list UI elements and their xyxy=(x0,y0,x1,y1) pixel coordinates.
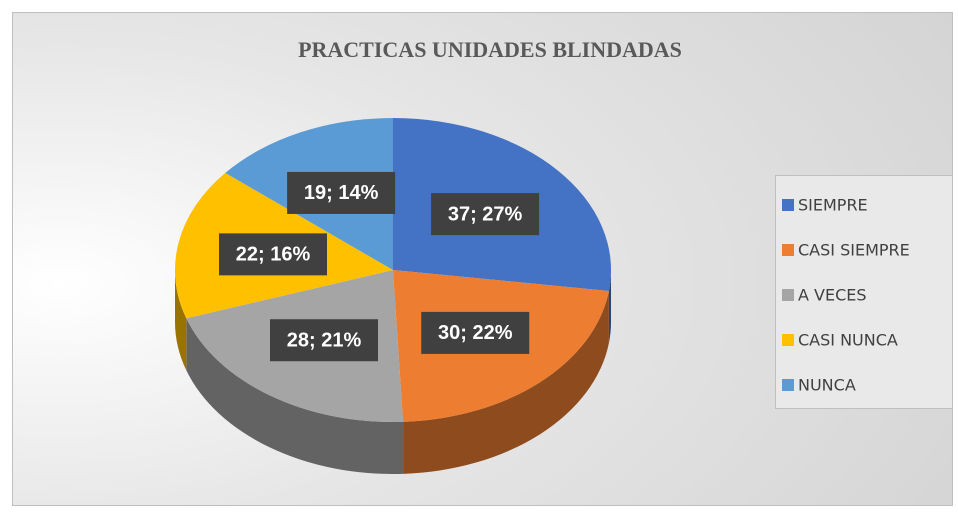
data-label: 28; 21% xyxy=(287,330,362,352)
chart-title: PRACTICAS UNIDADES BLINDADAS xyxy=(298,37,682,62)
pie-side xyxy=(186,318,404,474)
legend-label: SIEMPRE xyxy=(798,196,868,215)
data-label-box xyxy=(218,233,327,276)
pie-side xyxy=(175,270,187,371)
data-label-box xyxy=(287,171,396,214)
legend-label: NUNCA xyxy=(798,376,856,395)
data-label: 37; 27% xyxy=(448,203,523,225)
legend-swatch xyxy=(782,379,794,391)
data-label: 30; 22% xyxy=(438,322,513,344)
legend-label: CASI SIEMPRE xyxy=(798,241,910,260)
pie-side xyxy=(608,270,611,343)
legend-box xyxy=(775,175,953,409)
legend-label: CASI NUNCA xyxy=(798,331,898,350)
data-label-box xyxy=(270,319,379,362)
data-label-box xyxy=(431,193,540,236)
legend-swatch xyxy=(782,199,794,211)
pie-side xyxy=(403,290,609,474)
data-label-box xyxy=(421,311,530,354)
data-label: 19; 14% xyxy=(304,182,379,204)
legend-swatch xyxy=(782,289,794,301)
legend-swatch xyxy=(782,334,794,346)
data-label: 22; 16% xyxy=(236,244,311,266)
legend-label: A VECES xyxy=(798,286,867,305)
legend-swatch xyxy=(782,244,794,256)
